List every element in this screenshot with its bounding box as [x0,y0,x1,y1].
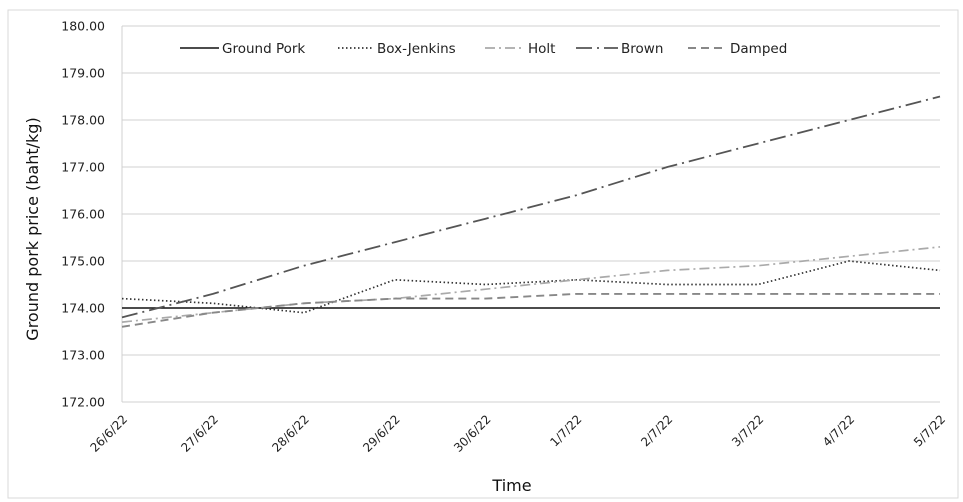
y-tick-label: 172.00 [61,395,105,410]
y-tick-label: 176.00 [61,207,105,222]
y-tick-label: 179.00 [61,66,105,81]
y-tick-label: 174.00 [61,301,105,316]
legend-label: Holt [528,41,555,57]
legend-label: Damped [730,41,787,57]
y-tick-label: 178.00 [61,113,105,128]
x-axis-title: Time [491,476,531,495]
legend-label: Ground Pork [222,41,305,57]
y-axis-title: Ground pork price (baht/kg) [23,117,42,340]
y-tick-label: 180.00 [61,19,105,34]
y-tick-label: 175.00 [61,254,105,269]
y-tick-label: 173.00 [61,348,105,363]
y-axis-ticks: 172.00 173.00 174.00 175.00 176.00 177.00 178.… [61,19,105,410]
y-tick-label: 177.00 [61,160,105,175]
legend-label: Brown [621,41,663,57]
legend-label: Box-Jenkins [377,41,456,57]
